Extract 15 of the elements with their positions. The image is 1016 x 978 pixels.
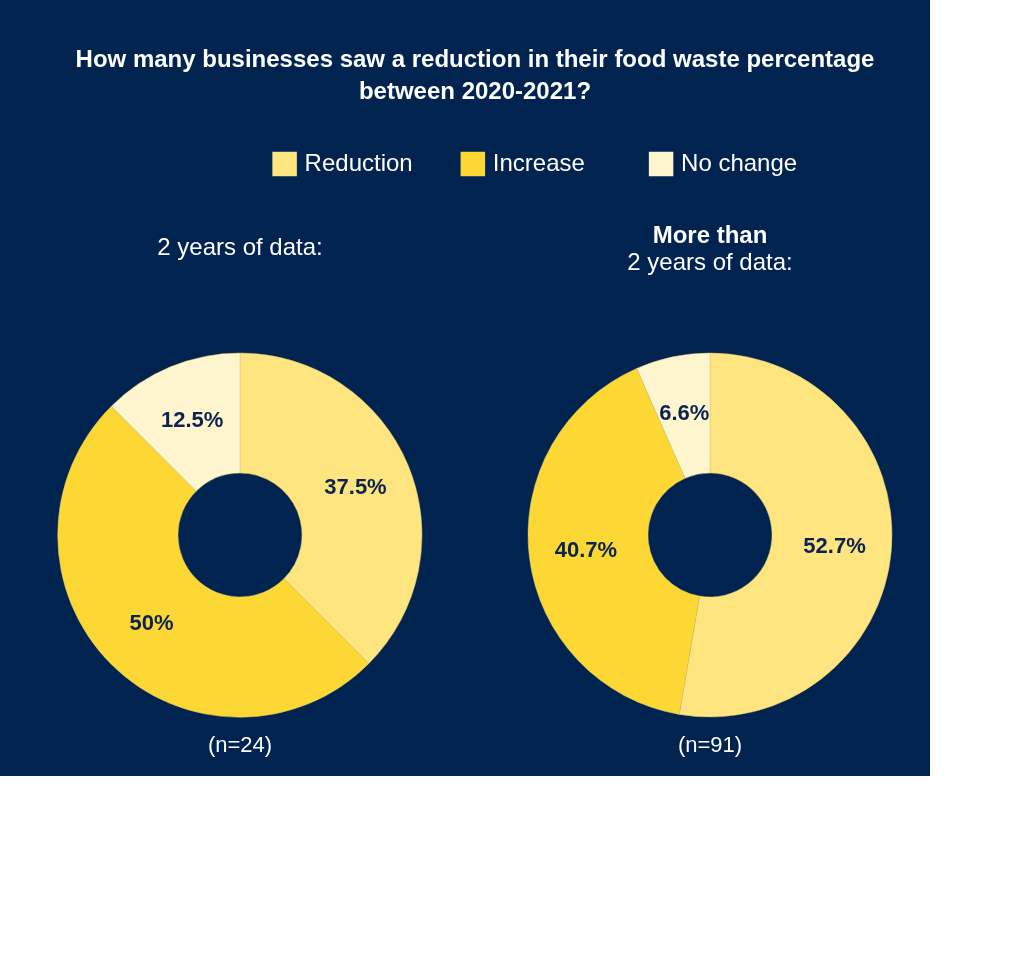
text: 2 years of data: [157,233,323,260]
text: (n=91) [677,732,743,757]
text: (n=24) [207,732,273,757]
data-label: 50% [129,610,174,636]
data-label: 37.5% [324,474,387,500]
chart-title: How many businesses saw a reduction in their food waste percentage between 2020-2021? [75,45,875,104]
data-label: 52.7% [803,532,866,558]
legend-label: Reduction [304,149,413,176]
legend-label: No change [681,149,798,176]
chart-subtitle: 2 years of data: [627,248,793,275]
chart-title: More than [652,221,768,248]
data-label: 12.5% [160,406,224,432]
data-label: 40.7% [554,537,618,563]
legend-label: Increase [492,149,585,176]
data-label: 6.6% [659,399,710,425]
